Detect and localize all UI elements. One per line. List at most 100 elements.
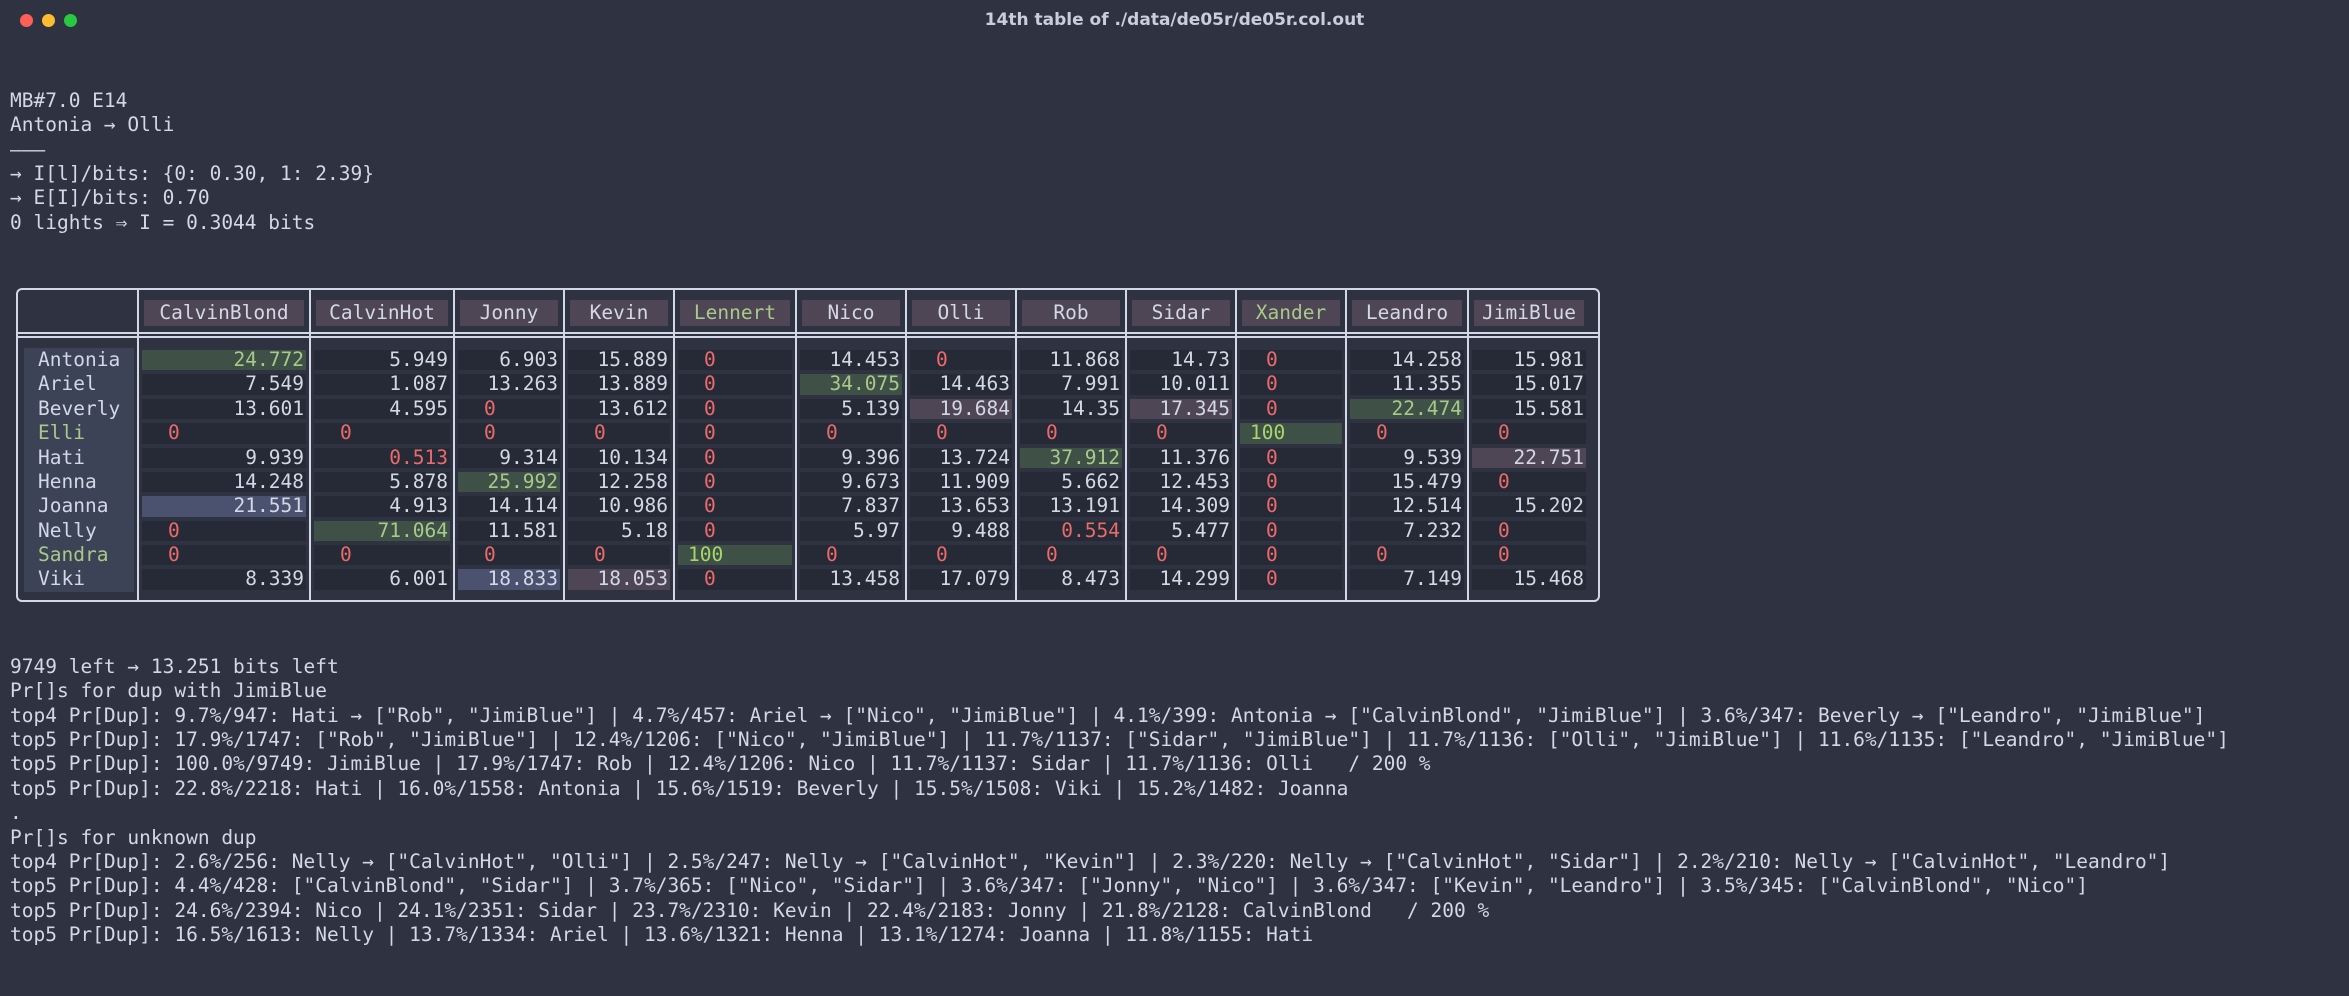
table-cell: 11.581 (454, 519, 564, 543)
column-header: Rob (1016, 298, 1126, 328)
table-cell: 14.453 (796, 348, 906, 372)
table-cell: 0 (1236, 397, 1346, 421)
table-cell: 9.939 (138, 446, 310, 470)
table-cell: 13.263 (454, 372, 564, 396)
table-cell: 0 (1236, 519, 1346, 543)
table-cell: 0 (906, 348, 1016, 372)
table-cell: 0 (906, 543, 1016, 567)
header-lines: MB#7.0 E14 Antonia → Olli ——— → I[l]/bits: … (10, 89, 2339, 235)
table-cell: 19.684 (906, 397, 1016, 421)
table-cell: 18.833 (454, 567, 564, 591)
row-label: Antonia (18, 347, 138, 373)
table-cell: 7.991 (1016, 372, 1126, 396)
table-cell: 0 (454, 421, 564, 445)
table-cell: 34.075 (796, 372, 906, 396)
table-cell: 15.581 (1468, 397, 1590, 421)
table-row: Beverly 13.601 4.595 0 13.612 0 5.139 19.684 14.… (18, 396, 1598, 422)
table-cell: 13.653 (906, 494, 1016, 518)
output-line: top4 Pr[Dup]: 9.7%/947: Hati → ["Rob", "… (10, 703, 2206, 727)
table-cell: 15.889 (564, 348, 674, 372)
table-cell: 0 (1236, 348, 1346, 372)
minimize-window-button[interactable] (42, 14, 55, 27)
table-row: Nelly 0 71.064 11.581 5.18 0 5.97 9.488 0.554 5.4… (18, 518, 1598, 544)
table-cell: 21.551 (138, 494, 310, 518)
table-cell: 22.474 (1346, 397, 1468, 421)
table-cell: 13.601 (138, 397, 310, 421)
table-cell: 17.345 (1126, 397, 1236, 421)
output-line: top5 Pr[Dup]: 16.5%/1613: Nelly | 13.7%/… (10, 923, 1314, 947)
output-line: top5 Pr[Dup]: 24.6%/2394: Nico | 24.1%/2… (10, 898, 1490, 922)
table-cell: 17.079 (906, 567, 1016, 591)
output-line: Pr[]s for unknown dup (10, 825, 257, 849)
table-cell: 0 (674, 567, 796, 591)
table-cell: 1.087 (310, 372, 454, 396)
column-header: Sidar (1126, 298, 1236, 328)
table-cell: 8.339 (138, 567, 310, 591)
table-cell: 0 (674, 470, 796, 494)
table-cell: 9.396 (796, 446, 906, 470)
output-line: top4 Pr[Dup]: 2.6%/256: Nelly → ["Calvin… (10, 849, 2171, 873)
table-cell: 18.053 (564, 567, 674, 591)
table-cell: 5.139 (796, 397, 906, 421)
column-header: Nico (796, 298, 906, 328)
table-cell: 0 (674, 446, 796, 470)
column-separator (673, 289, 675, 600)
table-cell: 13.612 (564, 397, 674, 421)
column-separator (905, 289, 907, 600)
table-cell: 0 (674, 372, 796, 396)
terminal-output[interactable]: MB#7.0 E14 Antonia → Olli ——— → I[l]/bits: … (0, 40, 2349, 996)
table-cell: 5.97 (796, 519, 906, 543)
table-body: Antonia 24.772 5.949 6.903 15.889 0 14.453 0 11.… (18, 347, 1598, 592)
table-cell: 5.662 (1016, 470, 1126, 494)
table-cell: 7.232 (1346, 519, 1468, 543)
table-cell: 0 (1346, 543, 1468, 567)
table-cell: 6.001 (310, 567, 454, 591)
table-cell: 0 (1468, 519, 1590, 543)
table-cell: 0 (454, 397, 564, 421)
table-header-row: CalvinBlond CalvinHot Jonny Kevin Lennert Nic… (18, 298, 1590, 328)
table-cell: 10.134 (564, 446, 674, 470)
table-cell: 14.299 (1126, 567, 1236, 591)
table-cell: 8.473 (1016, 567, 1126, 591)
column-separator (453, 289, 455, 600)
table-cell: 5.18 (564, 519, 674, 543)
header-separator (18, 331, 1598, 338)
table-cell: 0 (674, 348, 796, 372)
table-row: Elli 0 0 0 0 0 0 0 0 0 100 0 0 (18, 421, 1598, 446)
table-cell: 0 (454, 543, 564, 567)
table-row: Viki 8.339 6.001 18.833 18.053 0 13.458 17.079 8… (18, 567, 1598, 592)
table-cell: 11.355 (1346, 372, 1468, 396)
terminal-window: 14th table of ./data/de05r/de05r.col.out… (10, 10, 2229, 947)
row-label: Henna (18, 469, 138, 495)
table-cell: 0 (564, 421, 674, 445)
table-cell: 15.202 (1468, 494, 1590, 518)
column-separator (795, 289, 797, 600)
column-header: Kevin (564, 298, 674, 328)
table-cell: 12.258 (564, 470, 674, 494)
table-cell: 13.724 (906, 446, 1016, 470)
table-cell: 0 (1126, 543, 1236, 567)
output-line: Antonia → Olli (10, 113, 175, 137)
column-separator (1235, 289, 1237, 600)
column-separator (1125, 289, 1127, 600)
table-cell: 0 (674, 421, 796, 445)
output-line: top5 Pr[Dup]: 100.0%/9749: JimiBlue | 17… (10, 752, 1431, 776)
table-cell: 15.981 (1468, 348, 1590, 372)
window-title: 14th table of ./data/de05r/de05r.col.out (984, 10, 1365, 30)
column-separator (137, 289, 139, 600)
table-row: Hati 9.939 0.513 9.314 10.134 0 9.396 13.724 37.… (18, 445, 1598, 470)
close-window-button[interactable] (20, 14, 33, 27)
table-cell: 0.513 (310, 446, 454, 470)
table-cell: 0 (138, 519, 310, 543)
column-separator (309, 289, 311, 600)
table-cell: 6.903 (454, 348, 564, 372)
table-cell: 5.878 (310, 470, 454, 494)
table-cell: 5.477 (1126, 519, 1236, 543)
table-cell: 0 (1126, 421, 1236, 445)
maximize-window-button[interactable] (64, 14, 77, 27)
table-corner-cell (18, 298, 138, 328)
table-cell: 7.149 (1346, 567, 1468, 591)
output-line: Pr[]s for dup with JimiBlue (10, 679, 327, 703)
table-cell: 100 (674, 543, 796, 567)
table-cell: 4.913 (310, 494, 454, 518)
